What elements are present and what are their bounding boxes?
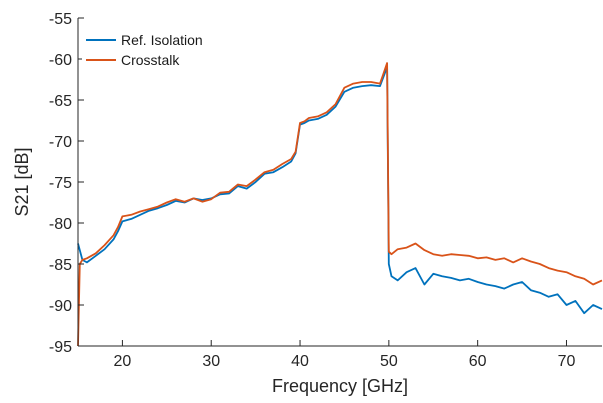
x-tick-label: 40 — [291, 353, 309, 370]
y-tick-label: -80 — [49, 216, 72, 233]
legend: Ref. Isolation Crosstalk — [82, 24, 234, 68]
series-line-ref-isolation — [77, 66, 603, 315]
y-tick-label: -95 — [49, 339, 72, 356]
y-tick-label: -85 — [49, 257, 72, 274]
y-tick-label: -70 — [49, 134, 72, 151]
x-axis-label: Frequency [GHz] — [272, 376, 408, 396]
x-tick-label: 60 — [469, 353, 487, 370]
ticks-layer: 20 30 40 50 60 70 -55 -60 -65 -70 -75 -80 -85 -90 -95 — [49, 11, 576, 370]
y-axis-label: S21 [dB] — [12, 147, 32, 216]
x-tick-label: 50 — [380, 353, 398, 370]
x-tick-label: 30 — [202, 353, 220, 370]
x-tick-label: 20 — [114, 353, 132, 370]
y-tick-label: -65 — [49, 93, 72, 110]
legend-label-ref-isolation: Ref. Isolation — [121, 32, 203, 48]
plot-area — [78, 18, 602, 346]
y-tick-label: -90 — [49, 298, 72, 315]
y-tick-label: -60 — [49, 52, 72, 69]
legend-label-crosstalk: Crosstalk — [121, 52, 180, 68]
y-tick-label: -75 — [49, 175, 72, 192]
series-line-crosstalk — [77, 62, 603, 347]
x-tick-label: 70 — [558, 353, 576, 370]
y-tick-label: -55 — [49, 11, 72, 28]
series-layer — [77, 62, 603, 347]
